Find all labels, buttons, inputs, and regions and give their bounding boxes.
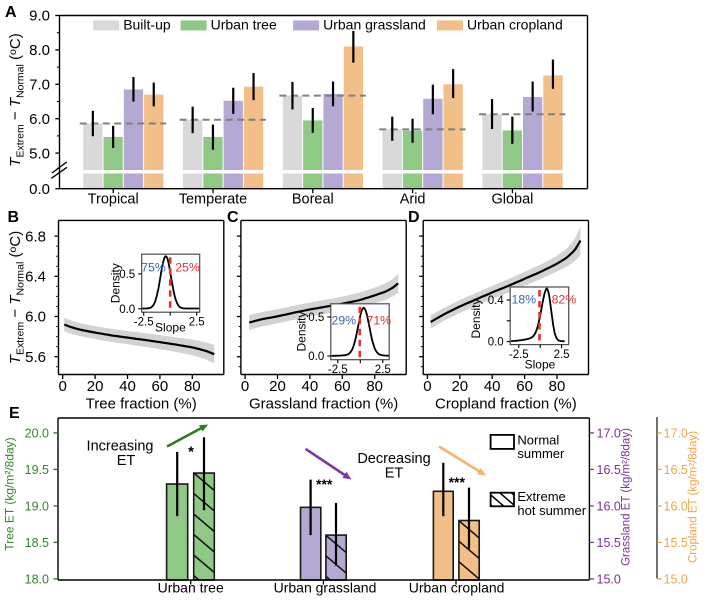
svg-text:hot summer: hot summer <box>517 503 586 518</box>
svg-text:18.5: 18.5 <box>25 536 49 550</box>
svg-text:Urban tree: Urban tree <box>211 17 277 33</box>
svg-text:C: C <box>227 209 239 226</box>
svg-text:0.5: 0.5 <box>308 312 324 324</box>
svg-text:40: 40 <box>119 378 136 395</box>
svg-text:Urban tree: Urban tree <box>158 580 224 596</box>
svg-text:20: 20 <box>451 378 468 395</box>
svg-text:80: 80 <box>366 378 383 395</box>
svg-text:ET: ET <box>117 453 136 469</box>
svg-text:Grassland ET (kg/m²/8day): Grassland ET (kg/m²/8day) <box>621 428 633 566</box>
svg-text:0: 0 <box>59 378 67 395</box>
svg-text:20.0: 20.0 <box>25 426 49 440</box>
svg-text:Density: Density <box>469 298 483 338</box>
svg-text:Temperate: Temperate <box>179 192 248 208</box>
svg-text:19.0: 19.0 <box>25 499 49 513</box>
svg-text:6.4: 6.4 <box>25 269 46 286</box>
svg-text:ET: ET <box>385 466 404 482</box>
svg-text:Tree fraction (%): Tree fraction (%) <box>86 395 197 412</box>
svg-text:Increasing: Increasing <box>87 439 154 455</box>
svg-text:Slope: Slope <box>525 358 556 372</box>
svg-text:2.5: 2.5 <box>189 317 205 329</box>
svg-text:Density: Density <box>109 263 123 303</box>
svg-text:60: 60 <box>334 378 351 395</box>
svg-text:Extreme: Extreme <box>517 489 565 504</box>
svg-text:Tree ET (kg/m²/8day): Tree ET (kg/m²/8day) <box>3 437 17 550</box>
svg-text:0.5: 0.5 <box>119 269 135 281</box>
svg-text:D: D <box>408 209 420 226</box>
svg-text:71%: 71% <box>366 314 391 328</box>
svg-text:Global: Global <box>491 192 533 208</box>
svg-text:TExtrem − TNormal (oC): TExtrem − TNormal (oC) <box>7 33 27 166</box>
svg-text:5.0: 5.0 <box>29 145 50 162</box>
svg-text:18%: 18% <box>511 293 536 307</box>
svg-text:0: 0 <box>241 378 249 395</box>
svg-text:E: E <box>9 405 20 422</box>
svg-text:-2.5: -2.5 <box>509 349 529 361</box>
svg-text:40: 40 <box>484 378 501 395</box>
svg-text:15.0: 15.0 <box>664 572 688 586</box>
svg-text:Arid: Arid <box>400 192 426 208</box>
svg-text:TExtrem − TNormal (oC): TExtrem − TNormal (oC) <box>7 231 27 364</box>
svg-text:Urban cropland: Urban cropland <box>409 580 505 596</box>
svg-text:17.0: 17.0 <box>597 426 621 440</box>
svg-text:Decreasing: Decreasing <box>357 451 430 467</box>
svg-text:0.4: 0.4 <box>488 295 505 307</box>
svg-text:16.0: 16.0 <box>664 499 688 513</box>
svg-text:Cropland fraction (%): Cropland fraction (%) <box>435 395 577 412</box>
svg-text:40: 40 <box>302 378 319 395</box>
svg-text:29%: 29% <box>331 314 356 328</box>
svg-text:B: B <box>8 209 20 226</box>
svg-text:2.5: 2.5 <box>375 364 391 376</box>
svg-text:20: 20 <box>87 378 104 395</box>
svg-text:0.0: 0.0 <box>488 337 504 349</box>
svg-text:-2.5: -2.5 <box>328 364 348 376</box>
svg-text:9.0: 9.0 <box>29 8 50 25</box>
svg-text:***: *** <box>316 476 333 492</box>
svg-text:A: A <box>5 4 17 21</box>
svg-text:Urban grassland: Urban grassland <box>274 580 377 596</box>
svg-text:Urban cropland: Urban cropland <box>467 17 563 33</box>
svg-text:60: 60 <box>516 378 533 395</box>
svg-text:Slope: Slope <box>155 321 186 335</box>
svg-text:8.0: 8.0 <box>29 42 50 59</box>
svg-text:15.5: 15.5 <box>597 536 621 550</box>
svg-text:Boreal: Boreal <box>292 192 334 208</box>
svg-text:80: 80 <box>184 378 201 395</box>
svg-text:60: 60 <box>152 378 169 395</box>
svg-text:15.5: 15.5 <box>664 536 688 550</box>
svg-text:2.5: 2.5 <box>554 349 570 361</box>
svg-text:0.0: 0.0 <box>29 181 50 198</box>
svg-text:80: 80 <box>549 378 566 395</box>
svg-text:0.0: 0.0 <box>308 351 324 363</box>
svg-text:summer: summer <box>517 446 565 461</box>
svg-text:Normal: Normal <box>517 432 559 447</box>
svg-text:6.0: 6.0 <box>25 309 46 326</box>
svg-text:Density: Density <box>295 311 309 351</box>
svg-text:Cropland ET (kg/m²/8day): Cropland ET (kg/m²/8day) <box>688 431 700 563</box>
svg-text:19.5: 19.5 <box>25 463 49 477</box>
svg-text:Urban grassland: Urban grassland <box>323 17 426 33</box>
svg-text:***: *** <box>449 474 466 490</box>
svg-text:Tropical: Tropical <box>88 192 139 208</box>
svg-text:20: 20 <box>269 378 286 395</box>
svg-text:0: 0 <box>423 378 431 395</box>
svg-text:75%: 75% <box>141 261 166 275</box>
svg-text:17.0: 17.0 <box>664 426 688 440</box>
svg-text:16.5: 16.5 <box>597 463 621 477</box>
svg-text:0.0: 0.0 <box>119 304 135 316</box>
svg-text:7.0: 7.0 <box>29 77 50 94</box>
svg-text:15.0: 15.0 <box>597 572 621 586</box>
svg-text:18.0: 18.0 <box>25 572 49 586</box>
svg-text:6.8: 6.8 <box>25 228 46 245</box>
svg-text:Built-up: Built-up <box>123 17 171 33</box>
svg-text:Grassland fraction (%): Grassland fraction (%) <box>249 395 398 412</box>
svg-text:*: * <box>188 444 194 461</box>
svg-text:25%: 25% <box>175 261 200 275</box>
svg-text:16.5: 16.5 <box>664 463 688 477</box>
svg-text:16.0: 16.0 <box>597 499 621 513</box>
svg-text:5.6: 5.6 <box>25 349 46 366</box>
svg-text:82%: 82% <box>552 293 577 307</box>
svg-text:-2.5: -2.5 <box>134 317 154 329</box>
svg-text:6.0: 6.0 <box>29 111 50 128</box>
